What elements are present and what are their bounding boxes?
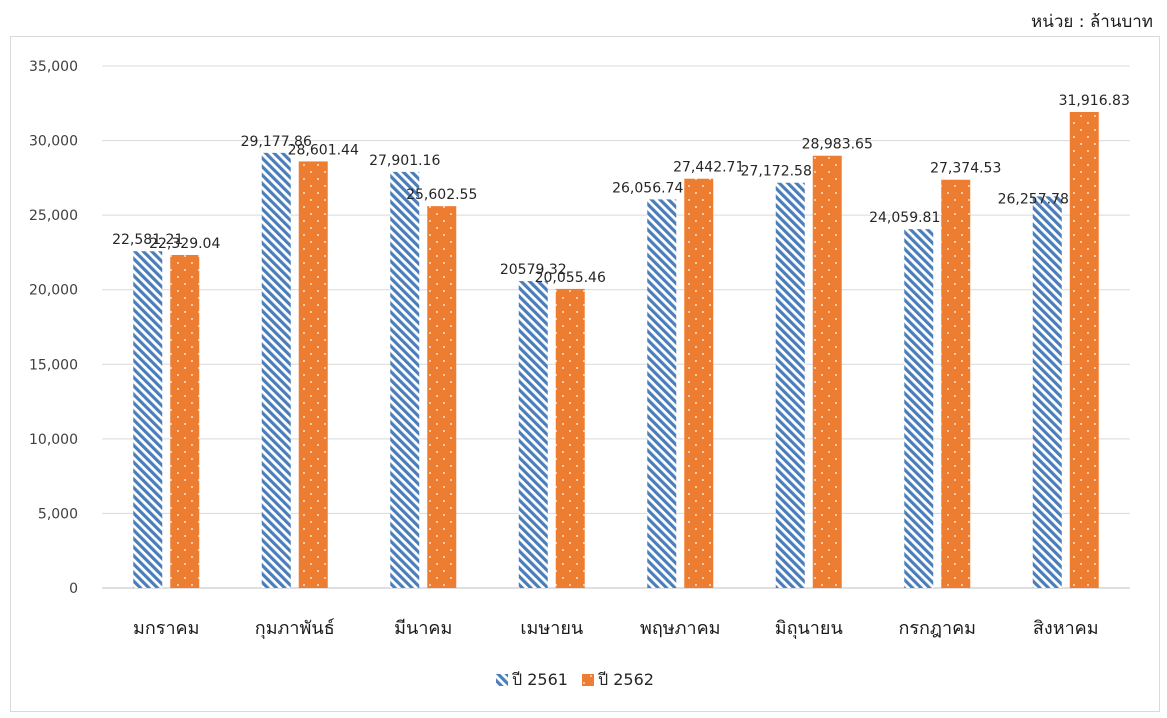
unit-label: หน่วย : ล้านบาท xyxy=(1031,12,1153,32)
x-category-label: กรกฎาคม xyxy=(898,618,976,639)
data-label: 27,374.53 xyxy=(930,161,1001,177)
data-label: 26,056.74 xyxy=(612,180,683,196)
x-category-label: กุมภาพันธ์ xyxy=(255,618,335,639)
bar-2561 xyxy=(390,171,420,588)
data-label: 20,055.46 xyxy=(535,270,606,286)
legend-swatch xyxy=(582,674,594,686)
data-label: 27,901.16 xyxy=(369,153,440,169)
data-label: 28,983.65 xyxy=(802,137,873,153)
bar-2561 xyxy=(904,229,934,589)
bar-2562 xyxy=(1069,111,1099,588)
y-tick-label: 30,000 xyxy=(29,134,78,150)
legend-swatch xyxy=(496,674,508,686)
bar-2561 xyxy=(1032,196,1062,588)
y-tick-label: 35,000 xyxy=(29,59,78,75)
y-tick-label: 5,000 xyxy=(38,506,78,522)
x-category-label: พฤษภาคม xyxy=(640,618,721,639)
bar-2561 xyxy=(775,182,805,589)
bar-2562 xyxy=(555,288,585,588)
y-tick-label: 0 xyxy=(69,581,78,597)
data-label: 27,172.58 xyxy=(741,164,812,180)
legend-label: ปี 2561 xyxy=(512,670,568,689)
x-category-label: มกราคม xyxy=(133,618,199,639)
bar-2561 xyxy=(647,199,677,589)
data-label: 22,581.21 xyxy=(112,232,183,248)
legend-label: ปี 2562 xyxy=(598,670,654,689)
bar-2562 xyxy=(170,254,200,588)
bar-2562 xyxy=(298,161,328,589)
bar-2562 xyxy=(427,206,457,588)
data-label: 31,916.83 xyxy=(1059,93,1130,109)
data-label: 27,442.71 xyxy=(673,160,744,176)
bar-2561 xyxy=(133,251,163,588)
y-tick-label: 15,000 xyxy=(29,357,78,373)
bar-2562 xyxy=(941,179,971,588)
y-tick-label: 10,000 xyxy=(29,432,78,448)
data-label: 20579.32 xyxy=(500,262,567,278)
chart-frame xyxy=(10,36,1160,712)
x-category-label: เมษายน xyxy=(520,618,583,639)
data-label: 24,059.81 xyxy=(869,210,940,226)
x-category-label: มีนาคม xyxy=(394,618,452,639)
y-tick-label: 25,000 xyxy=(29,208,78,224)
x-category-label: สิงหาคม xyxy=(1033,618,1099,639)
bar-2562 xyxy=(812,155,842,589)
data-label: 26,257.78 xyxy=(998,191,1069,207)
data-label: 29,177.86 xyxy=(241,134,312,150)
data-label: 22,329.04 xyxy=(149,236,220,252)
bar-2561 xyxy=(261,152,291,588)
bar-2561 xyxy=(518,281,548,588)
x-category-label: มิถุนายน xyxy=(775,618,843,639)
data-label: 28,601.44 xyxy=(288,142,359,158)
data-label: 25,602.55 xyxy=(406,187,477,203)
bar-2562 xyxy=(684,178,714,588)
y-tick-label: 20,000 xyxy=(29,283,78,299)
